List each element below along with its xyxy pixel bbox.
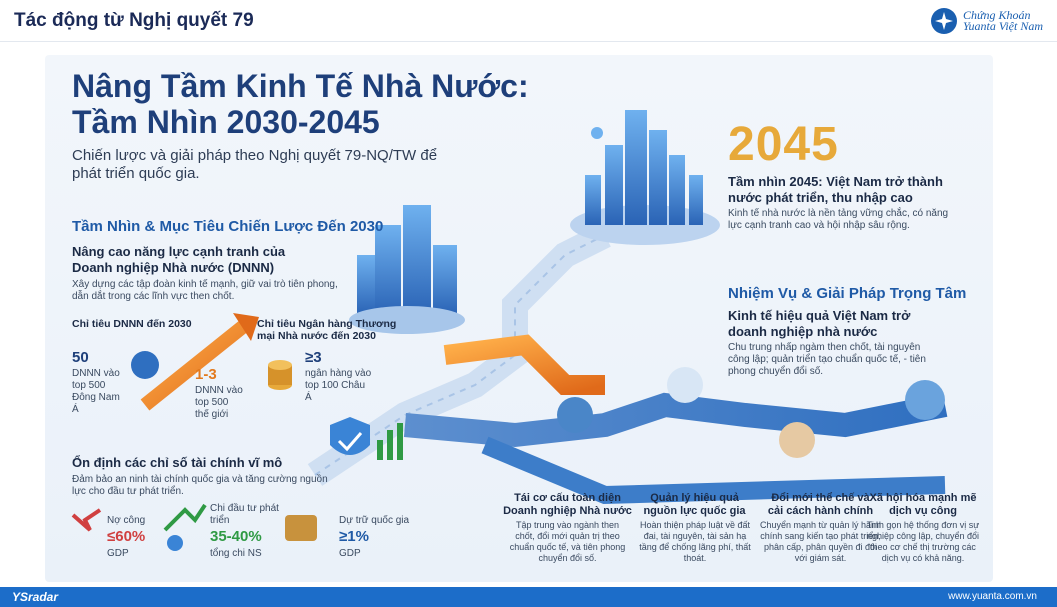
reserve-label: Dự trữ quốc gia [339, 515, 410, 526]
tasks-title: Kinh tế hiệu quả Việt Nam trở doanh nghi… [728, 308, 911, 339]
logo-line-1: Chứng Khoán [962, 8, 1031, 22]
header-bar: Tác động từ Nghị quyết 79 Chứng Khoán Yu… [0, 0, 1057, 42]
bank-target-label: Chỉ tiêu Ngân hàng Thương mại Nhà nước đ… [257, 318, 397, 342]
dnnn-target-label: Chỉ tiêu DNNN đến 2030 [72, 318, 192, 330]
solution-3-title: Đổi mới thể chế và cải cách hành chính [767, 492, 874, 517]
vision-2030-block-title: Nâng cao năng lực cạnh tranh của Doanh n… [72, 244, 286, 275]
macro-heading: Ổn định các chỉ số tài chính vĩ mô [72, 455, 283, 470]
debt-label: Nợ công [107, 515, 146, 526]
main-title-line-2: Tầm Nhìn 2030-2045 [72, 104, 380, 140]
main-title-line-1: Nâng Tầm Kinh Tế Nhà Nước: [72, 68, 529, 104]
bank-value: ≥3 [305, 349, 322, 366]
infographic: Nâng Tầm Kinh Tế Nhà Nước: Tầm Nhìn 2030… [45, 55, 993, 582]
footer-bar: YSradar www.yuanta.com.vn [0, 587, 1057, 607]
invest-label: Chi đầu tư phát triển [210, 503, 279, 526]
reserve-value: ≥1% [339, 528, 369, 545]
website-link[interactable]: www.yuanta.com.vn [948, 591, 1037, 602]
main-subtitle: Chiến lược và giải pháp theo Nghị quyết … [72, 147, 438, 182]
logo-line-2: Yuanta Việt Nam [962, 19, 1043, 33]
yuanta-logo: Chứng Khoán Yuanta Việt Nam [930, 8, 1043, 34]
dnnn-world-value: 1-3 [195, 366, 217, 383]
macro-text: Đảm bảo an ninh tài chính quốc gia và tă… [72, 474, 328, 497]
solution-1-text: Tập trung vào ngành then chốt, đổi mới q… [509, 520, 626, 563]
dnnn-world-desc: DNNN vào top 500 thế giới [195, 385, 243, 420]
debt-value: ≤60% [107, 528, 146, 545]
dnnn-desc: DNNN vào top 500 Đông Nam Á [72, 368, 120, 415]
invest-unit: tổng chi NS [210, 548, 262, 559]
debt-unit: GDP [107, 548, 129, 559]
tasks-heading: Nhiệm Vụ & Giải Pháp Trọng Tâm [728, 285, 967, 302]
solution-4-title: Xã hội hóa mạnh mẽ dịch vụ công [869, 492, 977, 517]
invest-value: 35-40% [210, 528, 262, 545]
yuanta-logo-icon [930, 8, 957, 34]
solution-3-text: Chuyển mạnh từ quản lý hành chính sang k… [759, 520, 882, 563]
tasks-text: Chu trung nhấp ngàm then chốt, tài nguyê… [728, 342, 926, 377]
vision-2030-block-text: Xây dựng các tập đoàn kinh tế mạnh, giữ … [72, 279, 338, 302]
dnnn-value: 50 [72, 349, 89, 366]
solution-4-text: Tinh gọn hệ thống đơn vị sự nghiệp công … [866, 520, 980, 563]
solution-2-title: Quản lý hiệu quả nguồn lực quốc gia [643, 492, 746, 517]
vision-2045-text: Kinh tế nhà nước là nền tảng vững chắc, … [728, 208, 949, 231]
bank-desc: ngân hàng vào top 100 Châu Á [305, 368, 372, 403]
vision-2030-heading: Tầm Nhìn & Mục Tiêu Chiến Lược Đến 2030 [72, 218, 384, 235]
road-illustration [71, 110, 948, 551]
slide-title: Tác động từ Nghị quyết 79 [14, 10, 254, 31]
solution-2-text: Hoàn thiện pháp luật về đất đai, tài ngu… [639, 520, 751, 563]
vision-2045-year: 2045 [728, 118, 839, 171]
solution-1-title: Tái cơ cấu toàn diện Doanh nghiệp Nhà nư… [503, 492, 632, 517]
vision-2045-title: Tầm nhìn 2045: Việt Nam trở thành nước p… [728, 174, 943, 205]
ysradar-logo: YSradar [12, 590, 59, 604]
reserve-unit: GDP [339, 548, 361, 559]
